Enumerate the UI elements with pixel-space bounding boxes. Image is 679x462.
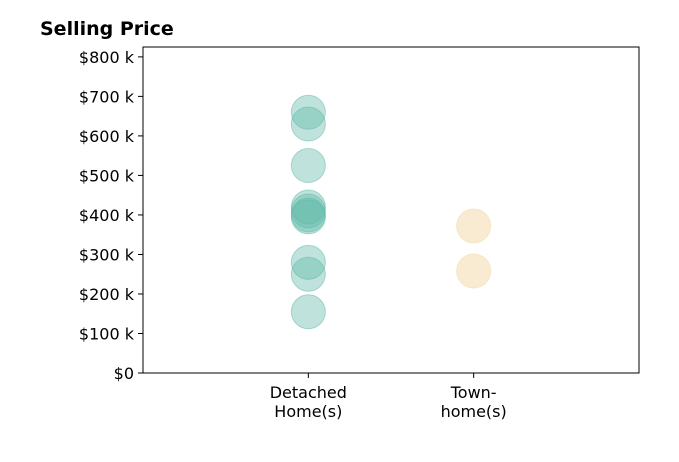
chart-title: Selling Price [40, 18, 174, 40]
y-tick-label: $800 k [79, 48, 135, 67]
data-point [290, 294, 326, 330]
x-tick-label: Detached Home(s) [270, 383, 347, 421]
x-tick-label-line: Town- [450, 383, 497, 402]
y-tick-label: $500 k [79, 166, 135, 185]
x-axis: Detached Home(s) Town-home(s) [270, 373, 507, 421]
data-point [290, 148, 326, 184]
x-tick-label: Town-home(s) [441, 383, 507, 421]
x-tick-label-line: Detached [270, 383, 347, 402]
y-tick-label: $600 k [79, 127, 135, 146]
data-point [290, 256, 326, 292]
plot-area [142, 46, 640, 374]
data-point [290, 199, 326, 235]
y-tick-label: $300 k [79, 245, 135, 264]
y-tick-label: $0 [114, 364, 134, 383]
x-tick-label-line: home(s) [441, 402, 507, 421]
y-tick-label: $400 k [79, 206, 135, 225]
data-point [456, 208, 492, 244]
data-point [456, 253, 492, 289]
data-point [290, 244, 326, 280]
data-point [290, 106, 326, 142]
x-tick-label-line: Home(s) [274, 402, 342, 421]
data-point [290, 94, 326, 130]
y-tick-label: $700 k [79, 87, 135, 106]
y-tick-label: $200 k [79, 285, 135, 304]
y-tick-label: $100 k [79, 324, 135, 343]
data-points [290, 94, 492, 330]
y-axis: $0 $100 k $200 k $300 k $400 k $500 k $600 k $7… [79, 48, 143, 383]
